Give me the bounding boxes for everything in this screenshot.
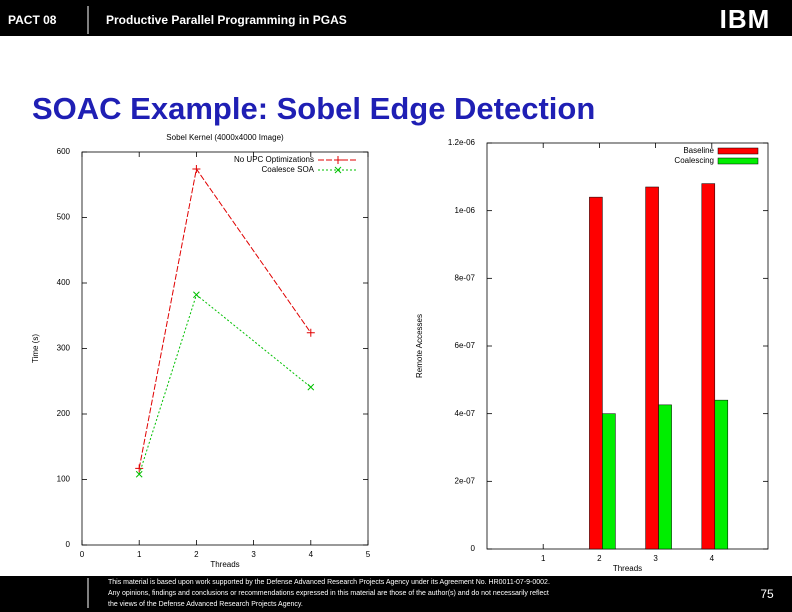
y-tick-label: 6e-07 — [455, 341, 476, 350]
x-tick-label: 3 — [653, 554, 658, 563]
chart-title: Sobel Kernel (4000x4000 Image) — [166, 133, 284, 142]
point — [193, 291, 200, 299]
slide-title: SOAC Example: Sobel Edge Detection — [32, 91, 595, 126]
x-tick-label: 2 — [597, 554, 602, 563]
y-tick-label: 1e-06 — [455, 206, 476, 215]
bar — [589, 196, 603, 550]
point — [135, 470, 143, 478]
y-tick-label: 400 — [57, 278, 71, 287]
bar — [602, 413, 616, 550]
legend-swatch — [717, 147, 759, 155]
y-tick-label: 600 — [57, 147, 71, 156]
y-tick-label: 200 — [57, 409, 71, 418]
y-tick-label: 0 — [66, 540, 71, 549]
y-tick-label: 4e-07 — [455, 409, 476, 418]
x-tick-label: 4 — [710, 554, 715, 563]
y-tick-label: 100 — [57, 475, 71, 484]
bar — [645, 186, 659, 550]
x-axis-label: Threads — [210, 560, 239, 569]
point — [307, 383, 315, 391]
footer-line: This material is based upon work support… — [108, 579, 550, 586]
y-axis-label: Remote Accesses — [415, 314, 424, 378]
y-tick-label: 300 — [57, 344, 71, 353]
y-tick-label: 500 — [57, 213, 71, 222]
legend-label: Coalesce SOA — [262, 165, 315, 174]
x-tick-label: 1 — [137, 550, 142, 559]
bar — [658, 404, 672, 550]
footer-line: the views of the Defense Advanced Resear… — [108, 601, 303, 608]
legend-label: No UPC Optimizations — [234, 155, 314, 164]
y-tick-label: 0 — [471, 544, 476, 553]
x-tick-label: 5 — [366, 550, 371, 559]
page-number: 75 — [760, 587, 774, 601]
legend-swatch — [717, 157, 759, 165]
y-axis-label: Time (s) — [31, 334, 40, 363]
plot-frame — [81, 151, 369, 546]
y-tick-label: 2e-07 — [455, 476, 476, 485]
x-tick-label: 4 — [309, 550, 314, 559]
series-line — [138, 167, 312, 469]
bar — [701, 183, 716, 550]
series-line — [138, 293, 312, 475]
logo: IBM — [720, 4, 771, 34]
x-tick-label: 0 — [80, 550, 85, 559]
x-axis-label: Threads — [613, 564, 642, 573]
legend-label: Baseline — [683, 146, 714, 155]
bar — [714, 399, 729, 550]
footer-line: Any opinions, findings and conclusions o… — [108, 590, 549, 597]
point — [306, 328, 315, 337]
x-tick-label: 3 — [251, 550, 256, 559]
y-tick-label: 8e-07 — [455, 273, 476, 282]
x-tick-label: 2 — [194, 550, 199, 559]
point — [192, 165, 201, 174]
legend-marker — [334, 166, 342, 174]
y-tick-label: 1.2e-06 — [448, 138, 476, 147]
point — [135, 464, 144, 473]
legend-marker — [334, 156, 342, 164]
x-tick-label: 1 — [541, 554, 546, 563]
legend-label: Coalescing — [674, 156, 714, 165]
header-bar — [0, 0, 792, 36]
header-left: PACT 08 — [8, 13, 57, 27]
footer-bar — [0, 576, 792, 612]
header-title: Productive Parallel Programming in PGAS — [106, 13, 347, 27]
